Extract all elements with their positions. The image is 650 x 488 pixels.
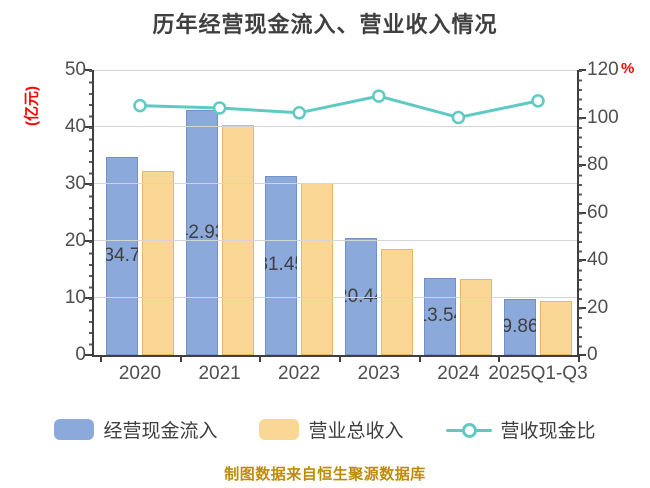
left-axis-tick-label: 0: [75, 344, 86, 365]
left-axis-minor-ticks: [89, 70, 93, 355]
left-axis-tick-label: 40: [64, 116, 86, 137]
left-axis-tick-label: 10: [64, 287, 86, 308]
bar-value-text: 13.54: [424, 305, 456, 327]
right-axis-tick: [579, 354, 586, 356]
legend-line-circle: [461, 422, 477, 438]
bar-经营现金流入-2021: [185, 110, 218, 355]
bar-value-label: 42.93: [186, 222, 218, 244]
left-axis-tick: [85, 183, 92, 185]
left-axis-tick: [85, 297, 92, 299]
legend-item-total-revenue: 营业总收入: [259, 416, 404, 443]
left-axis-tick: [85, 126, 92, 128]
chart-title: 历年经营现金流入、营业收入情况: [152, 12, 498, 37]
left-axis-tick: [85, 354, 92, 356]
bar-经营现金流入-2020: [106, 157, 138, 355]
right-axis-tick-label: 0: [587, 344, 598, 365]
x-axis-tick: [259, 356, 262, 362]
gridline: [93, 126, 578, 127]
bar-营业总收入-2020: [142, 170, 174, 355]
left-axis-tick-label: 50: [64, 59, 86, 80]
x-axis-category-label: 2025Q1-Q3: [488, 363, 588, 384]
ratio-line-marker: [133, 98, 147, 113]
bar-value-label: 13.54: [424, 305, 456, 327]
bar-营业总收入-2022: [301, 182, 334, 355]
right-axis-tick: [579, 116, 586, 119]
left-axis-tick-label: 30: [64, 173, 86, 194]
x-axis-category-label: 2020: [118, 363, 162, 384]
x-axis-tick: [179, 356, 182, 362]
ratio-line-marker: [212, 101, 227, 115]
legend-label: 经营现金流入: [103, 421, 218, 442]
bar-value-text: 31.45: [265, 254, 297, 276]
right-axis-tick-label: 100: [587, 106, 619, 128]
bar-value-text: 42.93: [186, 221, 218, 243]
right-axis-tick: [579, 164, 586, 166]
legend-item-revenue-cash-ratio: 营收现金比: [445, 416, 596, 443]
legend-label: 营业总收入: [308, 421, 404, 442]
x-axis-category-label: 2021: [198, 363, 241, 384]
ratio-line-marker: [372, 89, 386, 103]
right-axis-tick: [579, 69, 586, 71]
legend-swatch-blue: [54, 419, 95, 440]
x-axis-category-label: 2022: [278, 363, 321, 384]
right-axis-line: [577, 70, 579, 357]
left-axis-line: [92, 70, 94, 357]
ratio-line-marker: [451, 110, 466, 125]
bar-value-text: 9.86: [504, 315, 536, 337]
gridline: [93, 70, 578, 71]
legend-label: 营收现金比: [500, 421, 596, 442]
x-axis-category-label: 2024: [437, 363, 480, 384]
right-axis-tick: [579, 306, 586, 309]
bar-经营现金流入-2023: [344, 238, 377, 355]
bar-营业总收入-2023: [380, 248, 413, 355]
x-axis-tick: [418, 356, 421, 362]
right-axis-minor-ticks: [578, 70, 582, 355]
right-axis-tick-label: 120: [587, 59, 619, 80]
data-source-note: 制图数据来自恒生聚源数据库: [224, 466, 426, 483]
left-axis-tick: [85, 240, 92, 242]
bar-经营现金流入-2025Q1-Q3: [504, 298, 536, 355]
gridline: [93, 240, 578, 241]
right-axis-unit-label: %: [621, 60, 635, 77]
left-axis-tick-label: 20: [64, 230, 86, 251]
gridline: [93, 297, 578, 298]
bar-value-label: 34.7: [106, 245, 138, 267]
gridline: [93, 183, 578, 184]
right-axis-tick-label: 80: [587, 154, 609, 175]
x-axis-tick: [100, 356, 103, 362]
x-axis-tick: [577, 356, 580, 362]
ratio-line-marker: [292, 106, 306, 120]
ratio-line-marker: [531, 94, 545, 108]
x-axis-tick: [339, 356, 341, 362]
right-axis-tick-label: 20: [587, 296, 609, 318]
legend-swatch-orange: [259, 419, 300, 440]
ratio-line-path: [139, 94, 539, 120]
x-axis-category-label: 2023: [357, 363, 400, 384]
bar-经营现金流入-2024: [424, 277, 457, 355]
plot-area: 34.7 42.93 31.45 20.44 13.54 9.86: [89, 70, 582, 357]
legend: 经营现金流入 营业总收入 营收现金比: [0, 416, 650, 443]
right-axis-tick: [579, 259, 586, 261]
right-axis-tick-label: 60: [587, 201, 609, 223]
bottom-axis-line: [92, 355, 579, 357]
legend-item-operating-cash-inflow: 经营现金流入: [54, 416, 217, 443]
bar-value-label: 31.45: [265, 254, 297, 276]
ratio-line-series: [133, 89, 545, 125]
bar-value-label: 20.44: [345, 286, 377, 308]
bar-value-text: 20.44: [345, 285, 377, 307]
bar-经营现金流入-2022: [265, 175, 298, 355]
legend-line-marker-icon: [445, 422, 492, 438]
bar-value-label: 9.86: [504, 316, 536, 338]
bar-value-text: 34.7: [106, 245, 138, 267]
right-axis-tick-label: 40: [587, 249, 609, 270]
left-axis-unit-label: (亿元): [23, 86, 41, 126]
left-axis-tick: [85, 69, 92, 71]
bar-营业总收入-2024: [460, 278, 493, 355]
bar-营业总收入-2025Q1-Q3: [540, 301, 572, 355]
right-axis-tick: [579, 211, 586, 214]
x-axis-tick: [498, 356, 501, 362]
